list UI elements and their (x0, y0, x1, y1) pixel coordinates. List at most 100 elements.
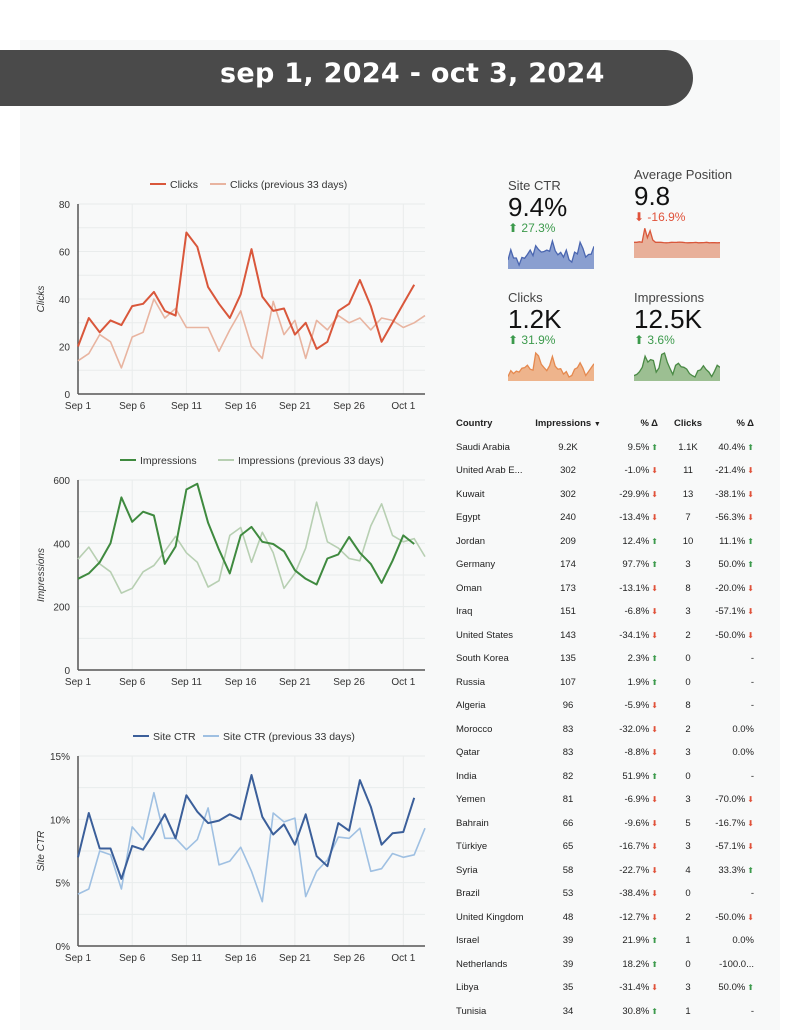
table-row[interactable]: Libya 35 -31.4% ⬇ 3 50.0% ⬆ (450, 976, 760, 1000)
cell-clicks-delta: 33.3% ⬆ (700, 865, 754, 876)
y-tick-label: 40 (59, 295, 71, 306)
arrow-down-icon: ⬇ (651, 795, 658, 804)
table-row[interactable]: Qatar 83 -8.8% ⬇ 3 0.0% (450, 741, 760, 765)
cell-impressions-delta: 2.3% ⬆ (570, 653, 658, 664)
cell-impressions-delta: -12.7% ⬇ (570, 912, 658, 923)
cell-clicks: 3 (685, 794, 691, 805)
delta-value: 50.0% (718, 982, 746, 993)
cell-country: United Arab E... (456, 465, 523, 476)
sparkline-line (507, 351, 595, 378)
delta-value: 12.4% (622, 535, 650, 547)
cell-impressions: 48 (562, 911, 574, 923)
site-ctr-chart: Sep 1 Sep 6 Sep 11 Sep 16 Sep 21 Sep 26 Oct 1 0… (36, 731, 426, 964)
cell-impressions: 302 (560, 465, 576, 476)
delta-value: 0.0% (732, 747, 754, 758)
header-impressions[interactable]: Impressions ▼ (528, 418, 608, 429)
delta-value: - (750, 1005, 754, 1017)
table-row[interactable]: United Arab E... 302 -1.0% ⬇ 11 -21.4% ⬇ (450, 459, 760, 483)
delta-value: 21.9% (622, 935, 650, 946)
table-row[interactable]: Iraq 151 -6.8% ⬇ 3 -57.1% ⬇ (450, 600, 760, 624)
cell-country: Netherlands (456, 958, 508, 970)
table-row[interactable]: Bahrain 66 -9.6% ⬇ 5 -16.7% ⬇ (450, 812, 760, 836)
cell-country: Oman (456, 582, 482, 594)
arrow-up-icon: ⬆ (651, 654, 658, 663)
table-row[interactable]: Netherlands 39 18.2% ⬆ 0 -100.0... (450, 953, 760, 977)
y-axis-label: Site CTR (36, 831, 47, 872)
y-tick-label: 60 (59, 248, 71, 259)
cell-clicks: 8 (685, 582, 691, 594)
table-row[interactable]: Syria 58 -22.7% ⬇ 4 33.3% ⬆ (450, 859, 760, 883)
table-row[interactable]: Germany 174 97.7% ⬆ 3 50.0% ⬆ (450, 553, 760, 577)
delta-value: -1.0% (624, 465, 650, 476)
delta-value: 2.3% (627, 653, 650, 664)
delta-value: -32.0% (619, 723, 650, 735)
cell-country: Algeria (456, 700, 486, 711)
arrow-down-icon: ⬇ (747, 607, 754, 616)
legend-label: Impressions (previous 33 days) (238, 455, 384, 467)
y-tick-label: 10% (50, 815, 70, 826)
table-row[interactable]: Egypt 240 -13.4% ⬇ 7 -56.3% ⬇ (450, 506, 760, 530)
cell-country: Yemen (456, 794, 486, 805)
table-row[interactable]: Saudi Arabia 9.2K 9.5% ⬆ 1.1K 40.4% ⬆ (450, 436, 760, 460)
cell-impressions: 302 (560, 488, 576, 500)
table-row[interactable]: Türkiye 65 -16.7% ⬇ 3 -57.1% ⬇ (450, 835, 760, 859)
legend-label: Site CTR (153, 731, 196, 743)
table-row[interactable]: Algeria 96 -5.9% ⬇ 8 - (450, 694, 760, 718)
x-tick-label: Oct 1 (391, 401, 415, 412)
delta-value: 97.7% (622, 559, 650, 570)
cell-clicks: 5 (685, 817, 691, 829)
scorecard-site-ctr: Site CTR 9.4% ⬆ 27.3% (507, 178, 595, 274)
table-row[interactable]: Yemen 81 -6.9% ⬇ 3 -70.0% ⬇ (450, 788, 760, 812)
arrow-down-icon: ⬇ (651, 466, 658, 475)
table-row[interactable]: Jordan 209 12.4% ⬆ 10 11.1% ⬆ (450, 530, 760, 554)
cell-impressions: 39 (562, 935, 574, 946)
scorecard-delta: ⬆ 31.9% (508, 333, 594, 347)
header-clicks-delta[interactable]: % Δ (736, 418, 754, 429)
table-row[interactable]: India 82 51.9% ⬆ 0 - (450, 765, 760, 789)
table-row[interactable]: Russia 107 1.9% ⬆ 0 - (450, 671, 760, 695)
delta-value: 33.3% (718, 864, 746, 876)
arrow-up-icon: ⬆ (508, 221, 519, 235)
delta-value: -50.0% (715, 629, 746, 641)
header-clicks[interactable]: Clicks (674, 418, 702, 429)
delta-value: -29.9% (619, 488, 650, 500)
cell-clicks-delta: -57.1% ⬇ (700, 606, 754, 617)
table-row[interactable]: Tunisia 34 30.8% ⬆ 1 - (450, 1000, 760, 1024)
scorecard-value: 9.4% (508, 192, 568, 222)
series-line-previous (77, 501, 426, 594)
cell-clicks-delta: -56.3% ⬇ (700, 512, 754, 523)
cell-clicks: 11 (683, 465, 693, 476)
cell-impressions-delta: 30.8% ⬆ (570, 1006, 658, 1017)
scorecard-label: Impressions (634, 290, 705, 305)
x-tick-label: Sep 11 (171, 953, 202, 964)
arrow-down-icon: ⬇ (747, 513, 754, 522)
table-row[interactable]: Israel 39 21.9% ⬆ 1 0.0% (450, 929, 760, 953)
arrow-up-icon: ⬆ (651, 560, 658, 569)
table-row[interactable]: United Kingdom 48 -12.7% ⬇ 2 -50.0% ⬇ (450, 906, 760, 930)
cell-impressions: 151 (560, 606, 576, 617)
delta-value: -12.7% (619, 911, 650, 923)
arrow-down-icon: ⬇ (651, 865, 658, 875)
header-country[interactable]: Country (456, 418, 493, 429)
table-row[interactable]: Brazil 53 -38.4% ⬇ 0 - (450, 882, 760, 906)
cell-clicks: 8 (685, 700, 691, 711)
x-tick-label: Sep 16 (225, 953, 257, 964)
delta-value: -8.8% (624, 747, 650, 758)
cell-clicks-delta: -20.0% ⬇ (700, 583, 754, 594)
arrow-down-icon: ⬇ (747, 795, 754, 804)
cell-impressions-delta: 12.4% ⬆ (570, 536, 658, 547)
cell-clicks-delta: 11.1% ⬆ (700, 536, 754, 547)
delta-value: -5.9% (624, 700, 650, 711)
cell-impressions-delta: -32.0% ⬇ (570, 724, 658, 735)
cell-country: Qatar (456, 747, 480, 758)
series-line-current (77, 231, 416, 350)
header-impressions-delta[interactable]: % Δ (640, 418, 658, 429)
table-row[interactable]: South Korea 135 2.3% ⬆ 0 - (450, 647, 760, 671)
table-row[interactable]: Morocco 83 -32.0% ⬇ 2 0.0% (450, 718, 760, 742)
table-row[interactable]: Kuwait 302 -29.9% ⬇ 13 -38.1% ⬇ (450, 483, 760, 507)
cell-clicks: 1.1K (678, 441, 698, 453)
cell-impressions-delta: -8.8% ⬇ (570, 747, 658, 758)
table-row[interactable]: Oman 173 -13.1% ⬇ 8 -20.0% ⬇ (450, 577, 760, 601)
table-row[interactable]: United States 143 -34.1% ⬇ 2 -50.0% ⬇ (450, 624, 760, 648)
x-tick-label: Sep 21 (279, 677, 311, 688)
